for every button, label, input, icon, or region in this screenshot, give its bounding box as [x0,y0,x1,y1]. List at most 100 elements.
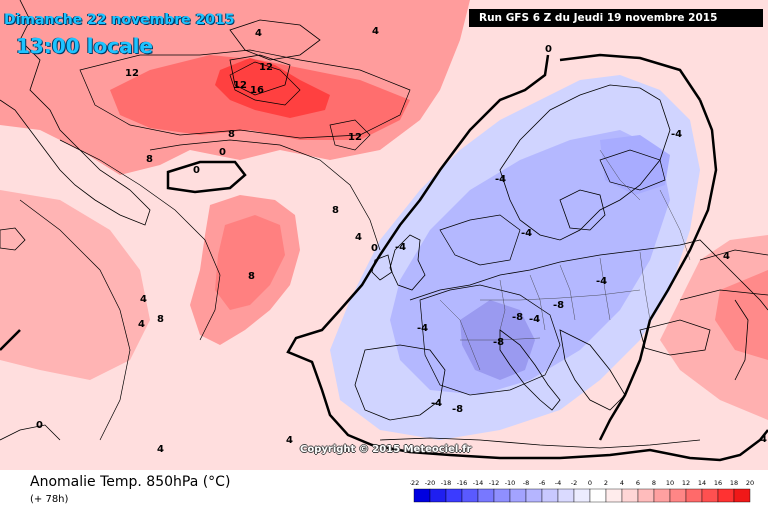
contour-label: -4 [529,314,540,325]
legend-swatch [669,488,687,503]
legend-swatch [717,488,735,503]
coast-ireland [371,254,393,281]
legend-tick-label: -22 [410,479,419,487]
coast-med-south [379,437,701,449]
contour-label: -8 [512,312,523,323]
contour-label: 4 [255,28,262,39]
copyright-notice: Copyright © 2015 Meteociel.fr [300,444,472,455]
legend-tick-label: 0 [588,479,592,487]
contour-label: -4 [596,276,607,287]
coast-greenland [0,0,151,226]
zero-contour-europe [286,54,768,462]
zero-contour-west [0,329,21,351]
coast-iberia [354,344,446,421]
lead-time: (+ 78h) [30,494,69,505]
legend-tick-label: 8 [652,479,656,487]
legend-tick-label: 18 [730,479,738,487]
contour-label: 4 [760,434,767,445]
legend-tick-label: -14 [473,479,484,487]
contour-label: 4 [286,435,293,446]
anomaly-contours [19,49,768,441]
parameter-title: Anomalie Temp. 850hPa (°C) [30,474,231,490]
contour-label: 4 [140,294,147,305]
coast-caspian [734,299,749,381]
contour-label: -8 [452,404,463,415]
contour-label: -4 [431,398,442,409]
legend-scale: -22-20-18-16-14-12-10-8-6-4-202468101214… [410,479,754,503]
legend-tick-label: -6 [539,479,545,487]
legend-swatch [525,488,543,503]
coast-greenland-e [229,19,321,61]
legend-swatch [589,488,607,503]
zero-contour-north [559,53,702,101]
legend-swatch [685,488,703,503]
legend-tick-label: 12 [682,479,690,487]
legend-swatch [429,488,447,503]
contour-label: 4 [157,444,164,455]
contour-label: 0 [219,147,226,158]
legend-tick-label: -16 [457,479,468,487]
contour-label: 4 [723,251,730,262]
contour-label: 0 [545,44,552,55]
zero-contour-loop [166,160,247,194]
contour-label: -8 [493,337,504,348]
coast-italy [499,329,561,411]
contour-label: 8 [332,205,339,216]
color-legend: -22-20-18-16-14-12-10-8-6-4-202468101214… [410,476,756,508]
contour-label: -4 [521,228,532,239]
contour-label: 8 [146,154,153,165]
warm-area-atlantic-inner [215,215,285,310]
contour-label: -4 [395,242,406,253]
coast-black-sea [639,319,711,356]
legend-swatch [461,488,479,503]
legend-tick-label: 10 [666,479,674,487]
zero-contour-east [598,99,718,441]
contour-label: -4 [671,129,682,140]
coast-balkans [559,329,626,411]
contour-label: 0 [371,243,378,254]
model-run-label: Run GFS 6 Z du Jeudi 19 novembre 2015 [469,9,763,27]
contour-label: 4 [138,319,145,330]
contour-label: 16 [250,85,264,96]
contour-label: 8 [228,129,235,140]
contour-labels: 4 4 12 12 12 16 12 8 8 0 0 8 8 4 4 8 0 4… [36,26,767,455]
warm-area-peak [215,58,330,118]
legend-tick-label: 6 [636,479,640,487]
legend-swatch [541,488,559,503]
legend-tick-label: 4 [620,479,624,487]
legend-swatch [573,488,591,503]
warm-area-east-inner [715,270,768,360]
contour-label: 0 [193,165,200,176]
legend-swatch [605,488,623,503]
coast-scandinavia [499,84,671,241]
contour-label: 4 [372,26,379,37]
contour-label: 8 [157,314,164,325]
contour-label: 12 [233,80,247,91]
legend-tick-label: -12 [489,479,500,487]
borders [439,149,691,371]
contour-label: -4 [417,323,428,334]
forecast-time: 13:00 locale [16,34,153,58]
contour-label: 8 [248,271,255,282]
warm-area-left [0,190,150,380]
contour-label: 4 [355,232,362,243]
coast-canada [0,424,61,441]
legend-tick-label: 2 [604,479,608,487]
contour-label: 12 [348,132,362,143]
coast-iceland [229,54,291,96]
coast-baltic [559,189,606,231]
anomaly-map: 4 4 12 12 12 16 12 8 8 0 0 8 8 4 4 8 0 4… [0,0,768,470]
legend-tick-label: 14 [698,479,706,487]
legend-swatch [477,488,495,503]
contour-label: 0 [36,420,43,431]
legend-tick-label: -4 [555,479,561,487]
legend-swatch [621,488,639,503]
contour-label: 12 [125,68,139,79]
legend-tick-label: 16 [714,479,722,487]
legend-tick-label: -10 [505,479,516,487]
legend-swatch [653,488,671,503]
legend-tick-label: -18 [441,479,452,487]
coastlines [0,0,768,449]
legend-swatch [733,488,751,503]
